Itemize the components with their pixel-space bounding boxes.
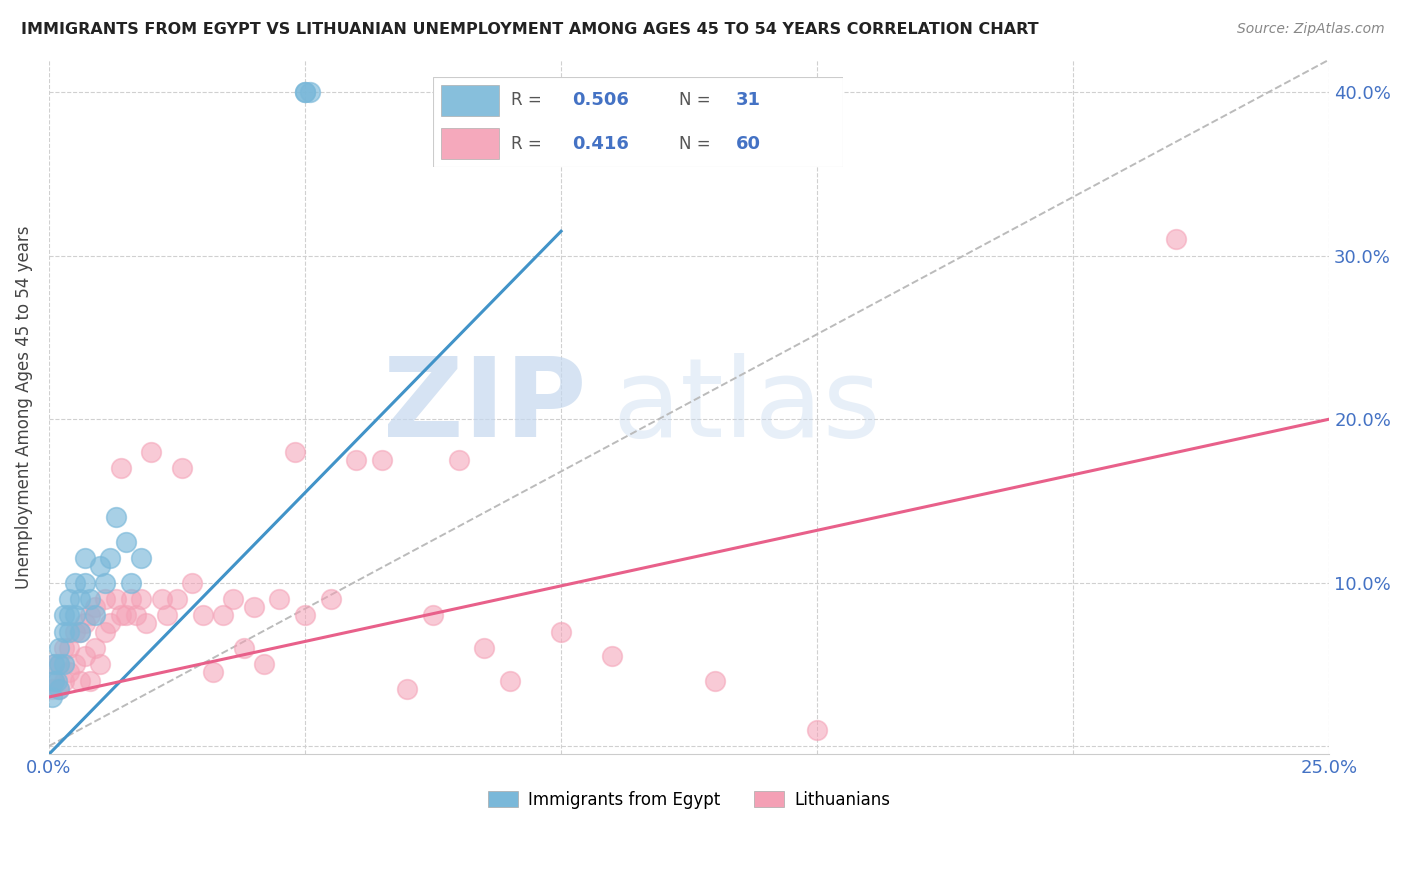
Point xyxy=(69,624,91,639)
Point xyxy=(58,640,80,655)
Point xyxy=(253,657,276,672)
Point xyxy=(63,608,86,623)
Point xyxy=(550,624,572,639)
Point xyxy=(284,445,307,459)
Point xyxy=(73,551,96,566)
Point xyxy=(344,453,367,467)
Point xyxy=(58,608,80,623)
Point xyxy=(42,657,65,672)
Point xyxy=(69,624,91,639)
Point xyxy=(42,673,65,688)
Point xyxy=(110,608,132,623)
Point xyxy=(120,591,142,606)
Point xyxy=(41,681,63,696)
Text: IMMIGRANTS FROM EGYPT VS LITHUANIAN UNEMPLOYMENT AMONG AGES 45 TO 54 YEARS CORRE: IMMIGRANTS FROM EGYPT VS LITHUANIAN UNEM… xyxy=(21,22,1039,37)
Point xyxy=(299,85,322,99)
Point xyxy=(42,657,65,672)
Point xyxy=(48,657,70,672)
Point xyxy=(48,657,70,672)
Point xyxy=(141,445,163,459)
Point xyxy=(396,681,419,696)
Point xyxy=(63,624,86,639)
Text: atlas: atlas xyxy=(612,353,880,460)
Point xyxy=(73,575,96,590)
Point xyxy=(84,640,107,655)
Point xyxy=(294,85,316,99)
Point xyxy=(63,657,86,672)
Point xyxy=(89,559,111,574)
Text: ZIP: ZIP xyxy=(384,353,586,460)
Point xyxy=(703,673,725,688)
Point xyxy=(212,608,235,623)
Point xyxy=(447,453,470,467)
Point xyxy=(104,510,127,524)
Point xyxy=(69,591,91,606)
Point xyxy=(472,640,495,655)
Point xyxy=(84,608,107,623)
Point xyxy=(48,681,70,696)
Point xyxy=(371,453,394,467)
Point xyxy=(806,723,828,737)
Point xyxy=(58,665,80,680)
Point xyxy=(94,575,117,590)
Point xyxy=(243,600,266,615)
Point xyxy=(422,608,444,623)
Point xyxy=(114,534,136,549)
Point xyxy=(181,575,204,590)
Point xyxy=(84,600,107,615)
Point xyxy=(120,575,142,590)
Point xyxy=(319,591,342,606)
Point xyxy=(191,608,214,623)
Point xyxy=(48,640,70,655)
Legend: Immigrants from Egypt, Lithuanians: Immigrants from Egypt, Lithuanians xyxy=(482,784,897,815)
Point xyxy=(48,681,70,696)
Point xyxy=(600,649,623,664)
Point xyxy=(222,591,245,606)
Point xyxy=(73,649,96,664)
Point xyxy=(58,591,80,606)
Point xyxy=(114,608,136,623)
Point xyxy=(53,624,76,639)
Point xyxy=(94,624,117,639)
Point xyxy=(172,461,194,475)
Point xyxy=(110,461,132,475)
Point xyxy=(499,673,522,688)
Point xyxy=(232,640,254,655)
Point xyxy=(100,616,122,631)
Point xyxy=(53,640,76,655)
Point xyxy=(269,591,291,606)
Point xyxy=(79,591,101,606)
Point xyxy=(41,690,63,704)
Point xyxy=(58,624,80,639)
Point xyxy=(42,673,65,688)
Point xyxy=(63,575,86,590)
Point xyxy=(53,608,76,623)
Point xyxy=(104,591,127,606)
Point xyxy=(294,85,316,99)
Point xyxy=(156,608,179,623)
Point xyxy=(69,673,91,688)
Point xyxy=(135,616,157,631)
Point xyxy=(79,608,101,623)
Text: Source: ZipAtlas.com: Source: ZipAtlas.com xyxy=(1237,22,1385,37)
Point xyxy=(129,551,152,566)
Point xyxy=(150,591,173,606)
Point xyxy=(73,616,96,631)
Point xyxy=(53,657,76,672)
Point xyxy=(53,673,76,688)
Point xyxy=(294,608,316,623)
Point xyxy=(1164,232,1187,246)
Point xyxy=(125,608,148,623)
Point xyxy=(166,591,188,606)
Y-axis label: Unemployment Among Ages 45 to 54 years: Unemployment Among Ages 45 to 54 years xyxy=(15,225,32,589)
Point xyxy=(89,657,111,672)
Point xyxy=(201,665,224,680)
Point xyxy=(45,673,67,688)
Point xyxy=(100,551,122,566)
Point xyxy=(79,673,101,688)
Point xyxy=(129,591,152,606)
Point xyxy=(94,591,117,606)
